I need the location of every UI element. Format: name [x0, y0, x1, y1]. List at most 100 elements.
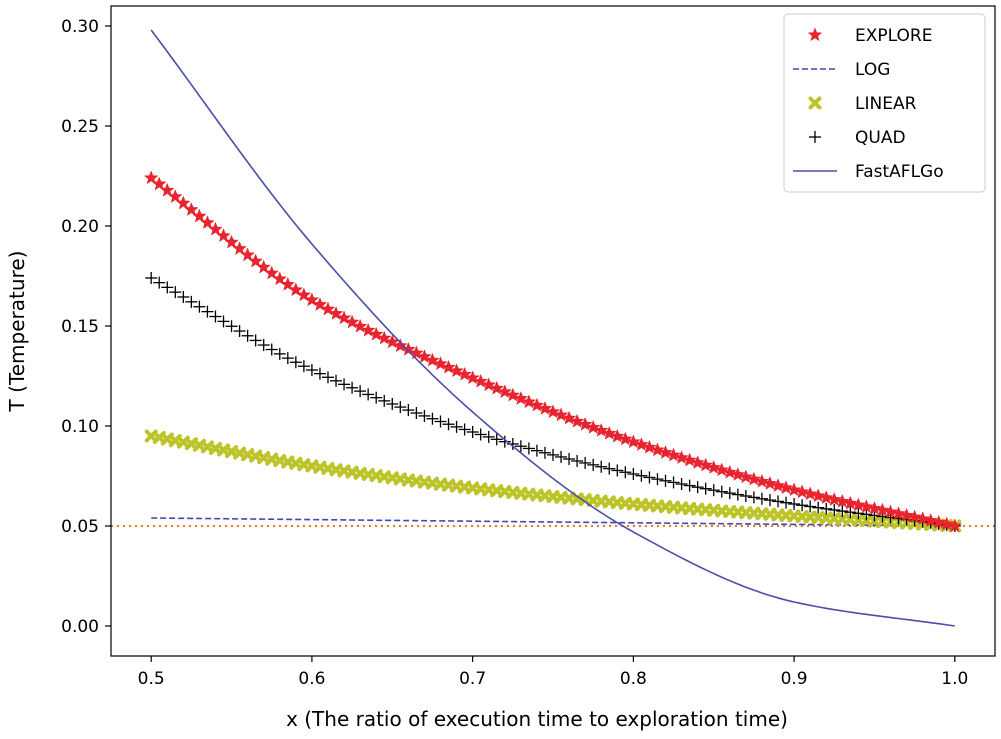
series-quad-point	[755, 492, 768, 505]
series-quad-point	[474, 428, 487, 441]
series-explore-point	[224, 234, 239, 249]
series-explore-point	[320, 301, 336, 316]
series-quad-point	[418, 409, 431, 422]
series-quad-point	[699, 482, 712, 495]
y-axis-label: T (Temperature)	[5, 251, 29, 413]
series-explore-point	[312, 296, 328, 311]
series-quad-point	[547, 448, 559, 461]
series-explore-point	[473, 373, 488, 388]
series-explore-point	[176, 195, 191, 210]
y-tick-label: 0.30	[61, 17, 99, 37]
series-quad-point	[820, 502, 833, 515]
series-explore-point	[537, 400, 553, 415]
series-explore-point	[601, 425, 617, 440]
legend-label-linear: LINEAR	[855, 94, 917, 114]
series-quad-point	[707, 484, 720, 497]
series-quad-point	[611, 464, 624, 477]
series-quad-point	[571, 454, 584, 467]
series-explore-point	[650, 442, 665, 457]
y-tick-label: 0.15	[61, 317, 99, 337]
series-explore-point	[939, 516, 955, 531]
series-quad-point	[651, 473, 664, 486]
series-explore-point	[457, 366, 472, 381]
axes-frame	[110, 5, 996, 657]
x-tick-label: 0.9	[781, 669, 808, 689]
series-quad-point	[466, 426, 479, 438]
series-explore-point	[609, 428, 625, 443]
legend-frame	[783, 13, 986, 193]
series-quad-point	[281, 352, 294, 365]
legend-entry-fastaflgo: FastAFLGo	[793, 162, 944, 182]
series-quad-point	[225, 320, 238, 333]
series-explore-point	[417, 349, 432, 364]
series-explore-point	[569, 413, 585, 428]
series-quad-point	[643, 471, 656, 484]
series-explore-point	[553, 407, 569, 422]
series-quad-point	[715, 485, 728, 498]
x-tick-label: 0.6	[298, 669, 325, 689]
series-quad-point	[378, 394, 391, 407]
series-quad-point	[338, 378, 351, 391]
series-quad-point	[619, 466, 632, 479]
series-explore-point	[352, 318, 368, 333]
plot-area	[111, 29, 995, 627]
series-explore-point	[336, 310, 352, 325]
x-tick-label: 0.7	[459, 669, 486, 689]
series-quad-point	[844, 506, 857, 519]
series-quad-point	[667, 476, 680, 489]
series-quad-point	[828, 503, 841, 516]
series-explore-point	[786, 482, 802, 497]
legend-label-explore: EXPLORE	[855, 26, 932, 46]
legend-entries: EXPLORE LOG LINEAR QUAD FastAFLGo	[793, 26, 944, 182]
x-tick-label: 0.8	[620, 669, 647, 689]
series-explore-point	[891, 506, 906, 521]
series-explore-point	[899, 507, 914, 522]
series-quad-point	[362, 388, 375, 401]
series-log-line	[151, 517, 955, 527]
series-quad-point	[321, 371, 334, 384]
series-quad-point	[482, 430, 495, 443]
series-explore-point	[280, 276, 296, 291]
series-explore-point	[722, 464, 738, 479]
series-quad-point	[153, 276, 166, 289]
series-quad-point	[635, 469, 648, 482]
series-quad-point	[747, 491, 760, 504]
series-quad-point	[852, 507, 865, 520]
series-quad-point	[498, 435, 511, 448]
series-explore-point	[834, 493, 850, 508]
series-explore-point	[272, 271, 288, 286]
legend: EXPLORE LOG LINEAR QUAD FastAFLGo	[783, 13, 986, 193]
series-explore-point	[626, 434, 641, 449]
series-quad-point	[217, 315, 230, 328]
legend-entry-log: LOG	[793, 60, 890, 80]
series-quad-point	[731, 488, 744, 501]
series-explore-point	[666, 447, 681, 462]
series-quad-point	[788, 498, 801, 510]
series-explore-point	[368, 326, 384, 341]
series-explore-point	[433, 356, 448, 371]
series-explore-point	[658, 445, 673, 459]
y-tick-label: 0.25	[61, 117, 99, 137]
series-quad-point	[209, 310, 222, 323]
series-quad-point	[691, 481, 704, 494]
series-explore-point	[674, 450, 689, 465]
series-explore-point	[248, 253, 263, 268]
series-quad-point	[410, 407, 423, 420]
series-quad-point	[772, 495, 785, 508]
series-explore-point	[151, 176, 167, 191]
series-quad-point	[289, 356, 302, 369]
legend-label-log: LOG	[855, 60, 890, 80]
series-fastaflgo	[150, 29, 955, 627]
series-explore-point	[738, 469, 754, 484]
series-quad-point	[257, 339, 270, 352]
series-explore-point	[240, 247, 255, 262]
series-explore-point	[216, 228, 231, 243]
series-explore-point	[376, 330, 392, 345]
series-explore-point	[585, 419, 601, 434]
series-quad-point	[233, 325, 246, 338]
series-explore-point	[521, 394, 537, 409]
series-explore-point	[915, 511, 930, 526]
series-explore-point	[296, 287, 312, 302]
series-explore-point	[489, 380, 505, 395]
legend-label-quad: QUAD	[855, 128, 906, 148]
